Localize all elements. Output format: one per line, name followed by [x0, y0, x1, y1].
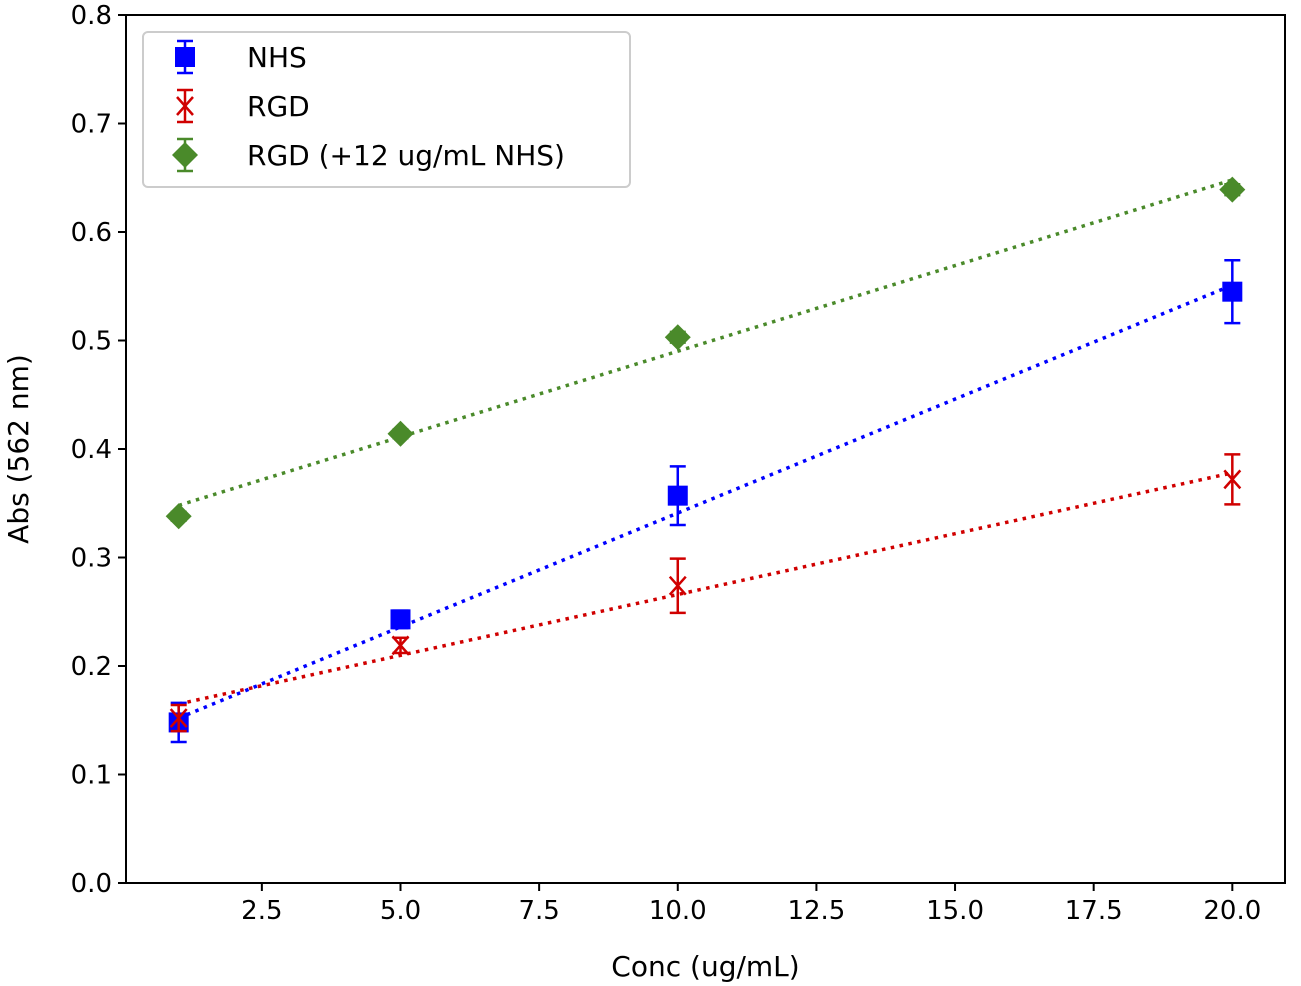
x-marker-stroke: [169, 708, 188, 728]
legend-entry-2: RGD (+12 ug/mL NHS): [172, 137, 565, 173]
data-point-series-2: [387, 420, 414, 447]
x-marker-stroke: [668, 575, 687, 596]
x-tick-label: 7.5: [518, 896, 559, 926]
y-tick-label: 0.7: [71, 110, 112, 140]
y-tick-label: 0.6: [71, 218, 112, 248]
x-tick-label: 20.0: [1203, 896, 1261, 926]
y-tick-label: 0.4: [71, 435, 112, 465]
data-point-series-2: [664, 324, 691, 351]
point-marker: [667, 485, 688, 506]
x-marker-stroke: [391, 635, 410, 656]
point-marker: [391, 635, 410, 656]
fit-line-series-1: [178, 471, 1233, 706]
data-points-layer: [165, 176, 1246, 744]
data-point-series-1: [668, 557, 687, 615]
y-axis-title: Abs (562 nm): [2, 354, 35, 544]
fit-lines-layer: [178, 178, 1233, 720]
legend-box: [142, 31, 631, 188]
point-marker: [387, 420, 414, 447]
data-point-series-2: [1219, 176, 1246, 203]
y-tick-label: 0.3: [71, 544, 112, 574]
y-tick-label: 0.8: [71, 1, 112, 31]
point-marker: [1223, 469, 1242, 490]
point-marker: [668, 575, 687, 596]
point-marker: [1219, 176, 1246, 203]
legend-marker: [176, 96, 194, 116]
x-tick-label: 15.0: [926, 896, 984, 926]
data-point-series-0: [390, 609, 411, 630]
x-tick-label: 5.0: [380, 896, 421, 926]
legend-label: NHS: [247, 41, 307, 74]
x-tick-label: 10.0: [649, 896, 707, 926]
legend-entry-0: NHS: [175, 39, 307, 75]
x-marker-stroke: [176, 96, 194, 116]
legend-label: RGD (+12 ug/mL NHS): [247, 139, 565, 172]
x-axis-title: Conc (ug/mL): [611, 950, 799, 983]
legend-label: RGD: [247, 90, 310, 123]
point-marker: [165, 503, 192, 530]
x-marker-stroke: [1223, 469, 1242, 490]
point-marker: [1222, 281, 1243, 302]
legend-marker: [175, 47, 195, 67]
x-tick-label: 12.5: [787, 896, 845, 926]
legend: NHS RGD RGD (+12 ug/mL NHS): [142, 31, 631, 188]
y-tick-label: 0.1: [71, 761, 112, 791]
point-marker: [390, 609, 411, 630]
fit-line-series-0: [178, 283, 1233, 720]
x-tick-label: 17.5: [1065, 896, 1123, 926]
fit-line-series-2: [178, 178, 1233, 508]
y-tick-label: 0.5: [71, 327, 112, 357]
data-point-series-1: [391, 635, 410, 656]
point-marker: [169, 708, 188, 728]
point-marker: [664, 324, 691, 351]
data-point-series-0: [667, 465, 688, 527]
data-point-series-0: [1222, 258, 1243, 325]
data-point-series-2: [165, 503, 192, 530]
legend-marker: [172, 142, 198, 168]
data-point-series-1: [169, 703, 188, 733]
legend-entry-1: RGD: [176, 88, 310, 124]
y-tick-label: 0.2: [71, 652, 112, 682]
data-point-series-1: [1223, 453, 1242, 506]
x-tick-label: 2.5: [241, 896, 282, 926]
y-tick-label: 0.0: [71, 869, 112, 899]
